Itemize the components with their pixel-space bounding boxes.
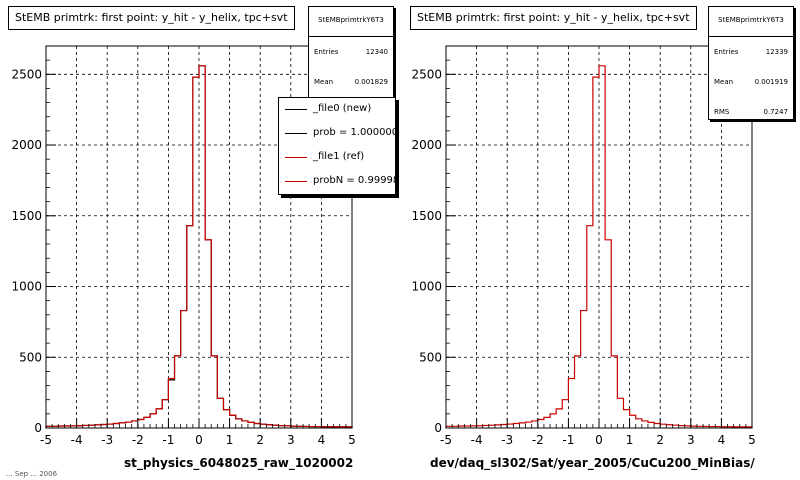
y-tick-label: 2500	[11, 67, 42, 81]
stats-row-mean: Mean 0.001829	[309, 67, 393, 97]
stats-row-entries: Entries 12339	[709, 37, 793, 67]
x-axis-title: st_physics_6048025_raw_1020002	[124, 456, 354, 470]
x-tick-label: 1	[626, 433, 634, 447]
stats-value: 0.001919	[754, 78, 788, 86]
legend-swatch	[285, 157, 307, 158]
y-tick-label: 500	[19, 350, 42, 364]
histogram-series-line	[45, 65, 353, 428]
stats-value: 0.7247	[763, 108, 789, 116]
stats-label: Entries	[714, 48, 739, 56]
x-tick-label: 4	[318, 433, 326, 447]
x-tick-label: 2	[256, 433, 264, 447]
legend-box: _file0 (new) prob = 1.000000 _file1 (ref…	[278, 97, 396, 195]
legend-entry: prob = 1.000000	[279, 122, 395, 146]
stats-label: RMS	[714, 108, 730, 116]
stats-value: 12339	[765, 48, 788, 56]
y-tick-label: 2000	[411, 138, 442, 152]
legend-entry: probN = 0.99998	[279, 170, 395, 194]
y-tick-label: 1500	[11, 209, 42, 223]
x-tick-label: 5	[348, 433, 356, 447]
stats-label: Entries	[314, 48, 339, 56]
y-tick-label: 0	[34, 421, 42, 435]
y-tick-label: 1000	[411, 280, 442, 294]
x-tick-label: 4	[718, 433, 726, 447]
y-tick-label: 0	[434, 421, 442, 435]
histogram-plot-left: -5 -4 -3 -2 -1 0 1 2 3 4 5 0 500 1000 1500 2000 2500	[11, 45, 356, 447]
stats-label: Mean	[714, 78, 734, 86]
stats-value: 12340	[365, 48, 388, 56]
legend-label: _file0 (new)	[313, 103, 372, 114]
right-panel: -5 -4 -3 -2 -1 0 1 2 3 4 5 0 500 1000 1500 2000 2500 StE…	[400, 0, 800, 480]
x-tick-label: 1	[226, 433, 234, 447]
x-tick-label: 5	[748, 433, 756, 447]
x-tick-label: -3	[101, 433, 113, 447]
stats-label: Mean	[314, 78, 334, 86]
histogram-series-line	[445, 65, 753, 428]
x-tick-label: -5	[440, 433, 452, 447]
x-tick-label: -1	[162, 433, 174, 447]
y-tick-label: 1500	[411, 209, 442, 223]
stats-name: StEMBprimtrkY6T3	[709, 7, 793, 37]
x-tick-label: -1	[562, 433, 574, 447]
plot-title: StEMB primtrk: first point: y_hit - y_he…	[410, 6, 697, 30]
footer-timestamp: ... Sep ... 2006	[6, 470, 58, 478]
plot-title: StEMB primtrk: first point: y_hit - y_he…	[8, 6, 295, 30]
legend-label: prob = 1.000000	[313, 127, 396, 138]
legend-label: probN = 0.99998	[313, 175, 396, 186]
stats-row-entries: Entries 12340	[309, 37, 393, 67]
stats-box: StEMBprimtrkY6T3 Entries 12340 Mean 0.00…	[308, 6, 394, 104]
stats-row-rms: RMS 0.7247	[709, 97, 793, 127]
legend-swatch	[285, 181, 307, 182]
x-tick-label: 0	[595, 433, 603, 447]
stats-box: StEMBprimtrkY6T3 Entries 12339 Mean 0.00…	[708, 6, 794, 120]
x-tick-label: -4	[471, 433, 483, 447]
x-tick-label: -5	[40, 433, 52, 447]
x-tick-label: -2	[132, 433, 144, 447]
y-tick-label: 2000	[11, 138, 42, 152]
stats-name: StEMBprimtrkY6T3	[309, 7, 393, 37]
left-panel: -5 -4 -3 -2 -1 0 1 2 3 4 5 0 500 1000 1500 2000 2500 StE…	[8, 6, 396, 470]
legend-label: _file1 (ref)	[313, 151, 365, 162]
legend-entry: _file0 (new)	[279, 98, 395, 122]
stats-value: 0.001829	[354, 78, 388, 86]
legend-entry: _file1 (ref)	[279, 146, 395, 170]
x-tick-label: -3	[501, 433, 513, 447]
x-axis-title: dev/daq_sl302/Sat/year_2005/CuCu200_MinB…	[430, 456, 755, 470]
y-tick-label: 1000	[11, 280, 42, 294]
legend-swatch	[285, 133, 307, 134]
x-tick-label: -2	[532, 433, 544, 447]
y-tick-label: 2500	[411, 67, 442, 81]
histogram-plot-right: -5 -4 -3 -2 -1 0 1 2 3 4 5 0 500 1000 1500 2000 2500	[411, 45, 756, 447]
y-tick-label: 500	[419, 350, 442, 364]
x-tick-label: 3	[687, 433, 695, 447]
x-tick-label: -4	[71, 433, 83, 447]
x-tick-label: 0	[195, 433, 203, 447]
x-tick-label: 3	[287, 433, 295, 447]
legend-swatch	[285, 109, 307, 110]
x-tick-label: 2	[656, 433, 664, 447]
stats-row-mean: Mean 0.001919	[709, 67, 793, 97]
